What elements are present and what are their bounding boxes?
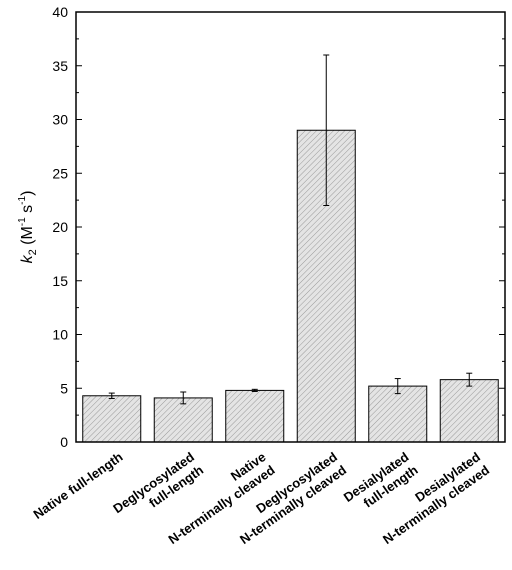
error-bar-5 [394, 378, 401, 395]
bar-1 [82, 395, 142, 443]
y-tick-label: 0 [60, 434, 68, 450]
error-bar-6 [466, 372, 473, 387]
category-label-line: Native full-length [30, 449, 125, 522]
category-label-5: Desialylatedfull-length [341, 449, 421, 518]
error-bar-1 [108, 392, 115, 399]
error-bar-2 [180, 391, 187, 405]
plot-frame [75, 11, 506, 443]
bar-6 [439, 379, 499, 443]
y-tick-label: 5 [60, 380, 68, 396]
y-axis-label: k2 (M-1 s-1) [17, 191, 39, 264]
error-bar-4 [323, 54, 330, 206]
bar-3 [225, 389, 285, 443]
y-tick-label: 10 [52, 327, 68, 343]
bar-2 [153, 397, 213, 443]
category-label-1: Native full-length [30, 449, 125, 522]
y-tick-label: 30 [52, 112, 68, 128]
y-tick-label: 25 [52, 165, 68, 181]
bar-5 [368, 385, 428, 443]
y-tick-label: 40 [52, 4, 68, 20]
y-tick-label: 20 [52, 219, 68, 235]
y-tick-label: 35 [52, 58, 68, 74]
error-bar-3 [251, 388, 258, 392]
y-tick-label: 15 [52, 273, 68, 289]
